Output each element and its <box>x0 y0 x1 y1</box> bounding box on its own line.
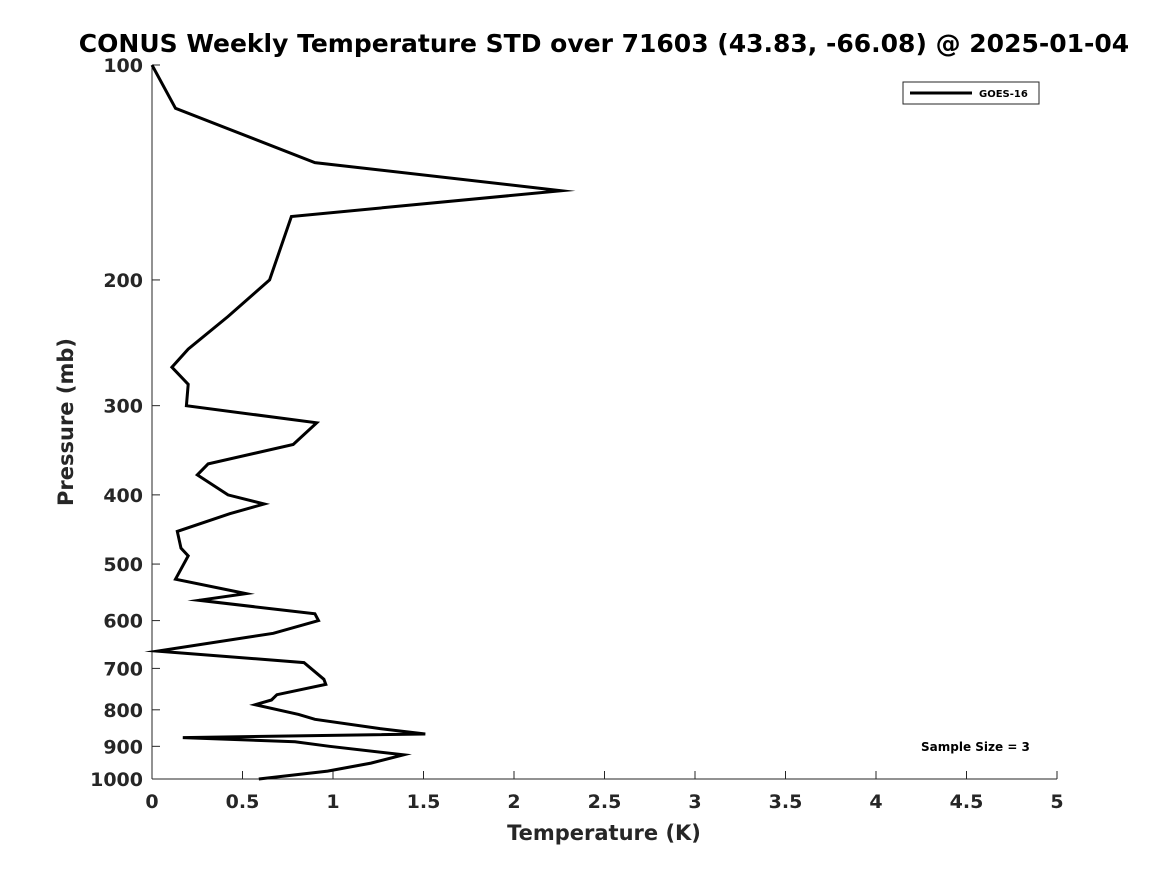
chart-title: CONUS Weekly Temperature STD over 71603 … <box>79 29 1129 58</box>
y-tick-label: 400 <box>103 485 143 507</box>
x-tick-label: 0 <box>145 791 158 813</box>
y-tick-label: 100 <box>103 55 143 77</box>
x-tick-label: 0.5 <box>226 791 260 813</box>
x-tick-label: 2.5 <box>588 791 622 813</box>
y-tick-label: 600 <box>103 611 143 633</box>
y-axis-label: Pressure (mb) <box>54 338 78 506</box>
y-tick-label: 200 <box>103 270 143 292</box>
x-tick-label: 1 <box>326 791 339 813</box>
x-tick-label: 4.5 <box>950 791 984 813</box>
x-tick-label: 2 <box>507 791 520 813</box>
x-tick-label: 3 <box>688 791 701 813</box>
y-tick-label: 900 <box>103 736 143 758</box>
legend: GOES-16 <box>902 81 1040 105</box>
x-tick-label: 5 <box>1050 791 1063 813</box>
series-layer <box>144 64 576 781</box>
x-tick-label: 3.5 <box>769 791 803 813</box>
series-line-goes-16 <box>144 64 576 781</box>
sample-size-annotation: Sample Size = 3 <box>921 740 1030 754</box>
y-tick-label: 800 <box>103 700 143 722</box>
x-axis-label: Temperature (K) <box>507 821 701 845</box>
legend-entry-goes-16: GOES-16 <box>979 89 1028 100</box>
y-tick-label: 300 <box>103 396 143 418</box>
x-axis-ticks: 0 0.5 1 1.5 2 2.5 3 3.5 4 4.5 5 <box>145 771 1064 813</box>
y-tick-label: 500 <box>103 554 143 576</box>
y-axis-ticks: 100 200 300 400 500 600 700 800 900 1000 <box>90 55 160 791</box>
y-tick-label: 700 <box>103 658 143 680</box>
y-tick-label: 1000 <box>90 769 143 791</box>
x-tick-label: 4 <box>869 791 882 813</box>
x-tick-label: 1.5 <box>407 791 441 813</box>
